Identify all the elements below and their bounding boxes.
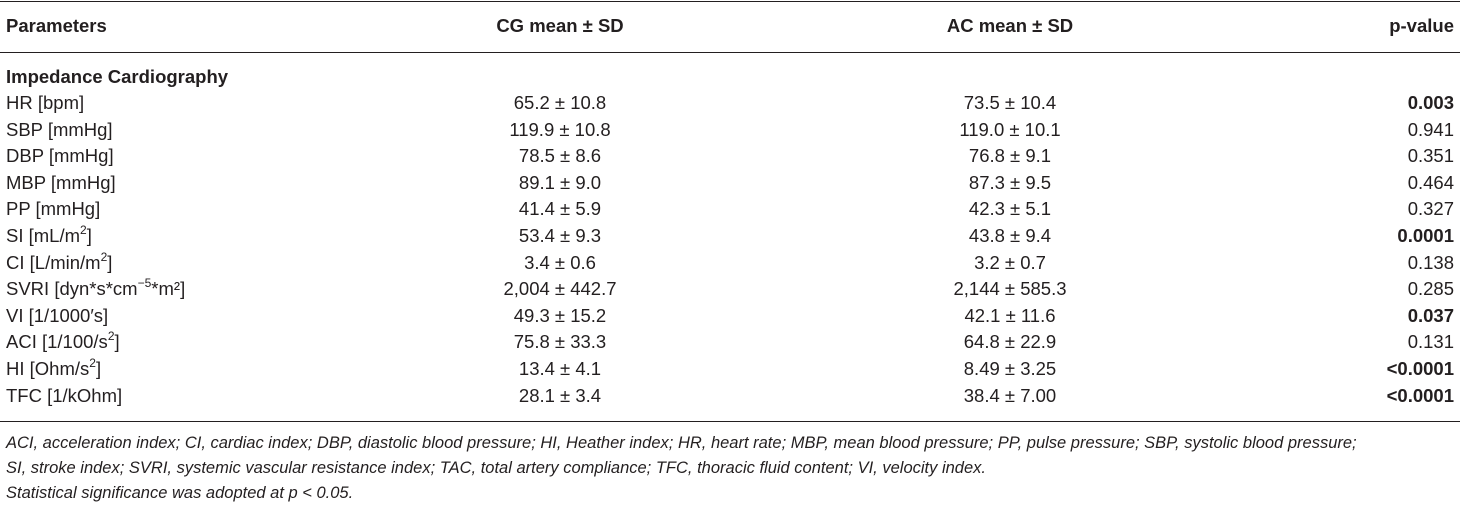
table-row: SBP [mmHg] 119.9 ± 10.8 119.0 ± 10.1 0.941 [0, 117, 1460, 143]
table-row: ACI [1/100/s2] 75.8 ± 33.3 64.8 ± 22.9 0.13… [0, 329, 1460, 355]
cell-ac-value: 87.3 ± 9.5 [968, 172, 1052, 193]
cell-cg-value: 65.2 ± 10.8 [513, 92, 607, 113]
table-row: MBP [mmHg] 89.1 ± 9.0 87.3 ± 9.5 0.464 [0, 170, 1460, 196]
parameter-label-tail: ] [107, 252, 113, 273]
cell-p-value: 0.941 [1407, 119, 1454, 140]
cell-ac-value: 43.8 ± 9.4 [968, 225, 1052, 246]
table-row: DBP [mmHg] 78.5 ± 8.6 76.8 ± 9.1 0.351 [0, 143, 1460, 169]
parameter-label: SBP [mmHg] [6, 119, 113, 140]
parameter-label: TFC [1/kOhm] [6, 385, 123, 406]
cell-p-value: 0.351 [1407, 145, 1454, 166]
cell-cg-value: 89.1 ± 9.0 [518, 172, 602, 193]
cell-cg-value: 119.9 ± 10.8 [509, 119, 611, 140]
cell-p-value: <0.0001 [1386, 358, 1454, 379]
section-title-row: Impedance Cardiography [0, 64, 1460, 90]
cell-parameter: VI [1/1000′s] [6, 303, 108, 329]
cell-p-value: 0.003 [1407, 92, 1454, 113]
cell-p-value: <0.0001 [1386, 385, 1454, 406]
parameter-label: HI [Ohm/s [6, 358, 90, 379]
cell-parameter: CI [L/min/m2] [6, 250, 112, 276]
cell-p-value: 0.037 [1407, 305, 1454, 326]
cell-parameter: DBP [mmHg] [6, 143, 114, 169]
header-parameters: Parameters [6, 15, 107, 36]
parameter-superscript: 2 [80, 222, 87, 237]
footnote-abbreviations-2: SI, stroke index; SVRI, systemic vascula… [6, 459, 986, 477]
table-row: PP [mmHg] 41.4 ± 5.9 42.3 ± 5.1 0.327 [0, 196, 1460, 222]
parameter-label-tail: *m²] [151, 278, 186, 299]
header-ac-mean-sd: AC mean ± SD [946, 15, 1074, 36]
table-row: HI [Ohm/s2] 13.4 ± 4.1 8.49 ± 3.25 <0.0001 [0, 356, 1460, 382]
parameter-label: MBP [mmHg] [6, 172, 116, 193]
cell-cg-value: 2,004 ± 442.7 [503, 278, 617, 299]
cell-parameter: SI [mL/m2] [6, 223, 92, 249]
table-row: VI [1/1000′s] 49.3 ± 15.2 42.1 ± 11.6 0.037 [0, 303, 1460, 329]
parameter-label: VI [1/1000′s] [6, 305, 109, 326]
cell-ac-value: 42.1 ± 11.6 [964, 305, 1056, 326]
table-top-rule [0, 1, 1460, 2]
cell-ac-value: 3.2 ± 0.7 [974, 252, 1046, 273]
cell-ac-value: 119.0 ± 10.1 [959, 119, 1061, 140]
parameter-superscript: −5 [137, 275, 152, 290]
cell-cg-value: 13.4 ± 4.1 [518, 358, 602, 379]
section-title: Impedance Cardiography [6, 66, 229, 87]
parameter-superscript: 2 [89, 355, 96, 370]
cell-ac-value: 2,144 ± 585.3 [953, 278, 1067, 299]
footnote-significance: Statistical significance was adopted at … [6, 484, 354, 502]
cell-p-value: 0.131 [1407, 331, 1454, 352]
cell-ac-value: 76.8 ± 9.1 [968, 145, 1052, 166]
cell-parameter: MBP [mmHg] [6, 170, 116, 196]
cell-cg-value: 3.4 ± 0.6 [524, 252, 596, 273]
table-row: CI [L/min/m2] 3.4 ± 0.6 3.2 ± 0.7 0.138 [0, 250, 1460, 276]
cell-cg-value: 75.8 ± 33.3 [513, 331, 607, 352]
table-header-row: Parameters CG mean ± SD AC mean ± SD p-v… [0, 13, 1460, 39]
cell-parameter: TFC [1/kOhm] [6, 383, 122, 409]
cell-p-value: 0.464 [1407, 172, 1454, 193]
cell-parameter: HR [bpm] [6, 90, 84, 116]
parameter-label-tail: ] [86, 225, 92, 246]
parameter-label: ACI [1/100/s [6, 331, 108, 352]
cell-cg-value: 28.1 ± 3.4 [518, 385, 602, 406]
parameter-superscript: 2 [107, 328, 115, 343]
parameter-label: SI [mL/m [6, 225, 81, 246]
table-row: TFC [1/kOhm] 28.1 ± 3.4 38.4 ± 7.00 <0.0001 [0, 383, 1460, 409]
cell-p-value: 0.327 [1407, 198, 1454, 219]
cell-p-value: 0.0001 [1397, 225, 1454, 246]
header-cg-mean-sd: CG mean ± SD [496, 15, 624, 36]
footnote-abbreviations-1: ACI, acceleration index; CI, cardiac ind… [6, 434, 1357, 452]
parameter-label: SVRI [dyn*s*cm [6, 278, 138, 299]
cell-parameter: SVRI [dyn*s*cm−5*m²] [6, 276, 185, 302]
parameter-label: HR [bpm] [6, 92, 85, 113]
cell-ac-value: 8.49 ± 3.25 [963, 358, 1057, 379]
cell-ac-value: 38.4 ± 7.00 [963, 385, 1057, 406]
cell-ac-value: 64.8 ± 22.9 [963, 331, 1057, 352]
parameter-label-tail: ] [114, 331, 120, 352]
cell-cg-value: 78.5 ± 8.6 [518, 145, 602, 166]
table-bottom-rule [0, 421, 1460, 422]
parameter-label: PP [mmHg] [6, 198, 101, 219]
header-p-value: p-value [1389, 15, 1454, 36]
parameter-label: DBP [mmHg] [6, 145, 114, 166]
cell-ac-value: 42.3 ± 5.1 [968, 198, 1052, 219]
parameter-label-tail: ] [95, 358, 102, 379]
parameter-label: CI [L/min/m [6, 252, 101, 273]
cell-p-value: 0.285 [1407, 278, 1454, 299]
parameter-superscript: 2 [100, 249, 108, 264]
cell-cg-value: 53.4 ± 9.3 [518, 225, 602, 246]
cell-parameter: PP [mmHg] [6, 196, 100, 222]
cell-ac-value: 73.5 ± 10.4 [963, 92, 1057, 113]
table-row: SI [mL/m2] 53.4 ± 9.3 43.8 ± 9.4 0.0001 [0, 223, 1460, 249]
table-header-rule [0, 52, 1460, 53]
table-row: HR [bpm] 65.2 ± 10.8 73.5 ± 10.4 0.003 [0, 90, 1460, 116]
cell-parameter: HI [Ohm/s2] [6, 356, 101, 382]
cell-parameter: ACI [1/100/s2] [6, 329, 120, 355]
cell-parameter: SBP [mmHg] [6, 117, 113, 143]
table-row: SVRI [dyn*s*cm−5*m²] 2,004 ± 442.7 2,144 ±… [0, 276, 1460, 302]
cell-cg-value: 41.4 ± 5.9 [518, 198, 602, 219]
cell-cg-value: 49.3 ± 15.2 [513, 305, 607, 326]
cell-p-value: 0.138 [1407, 252, 1454, 273]
